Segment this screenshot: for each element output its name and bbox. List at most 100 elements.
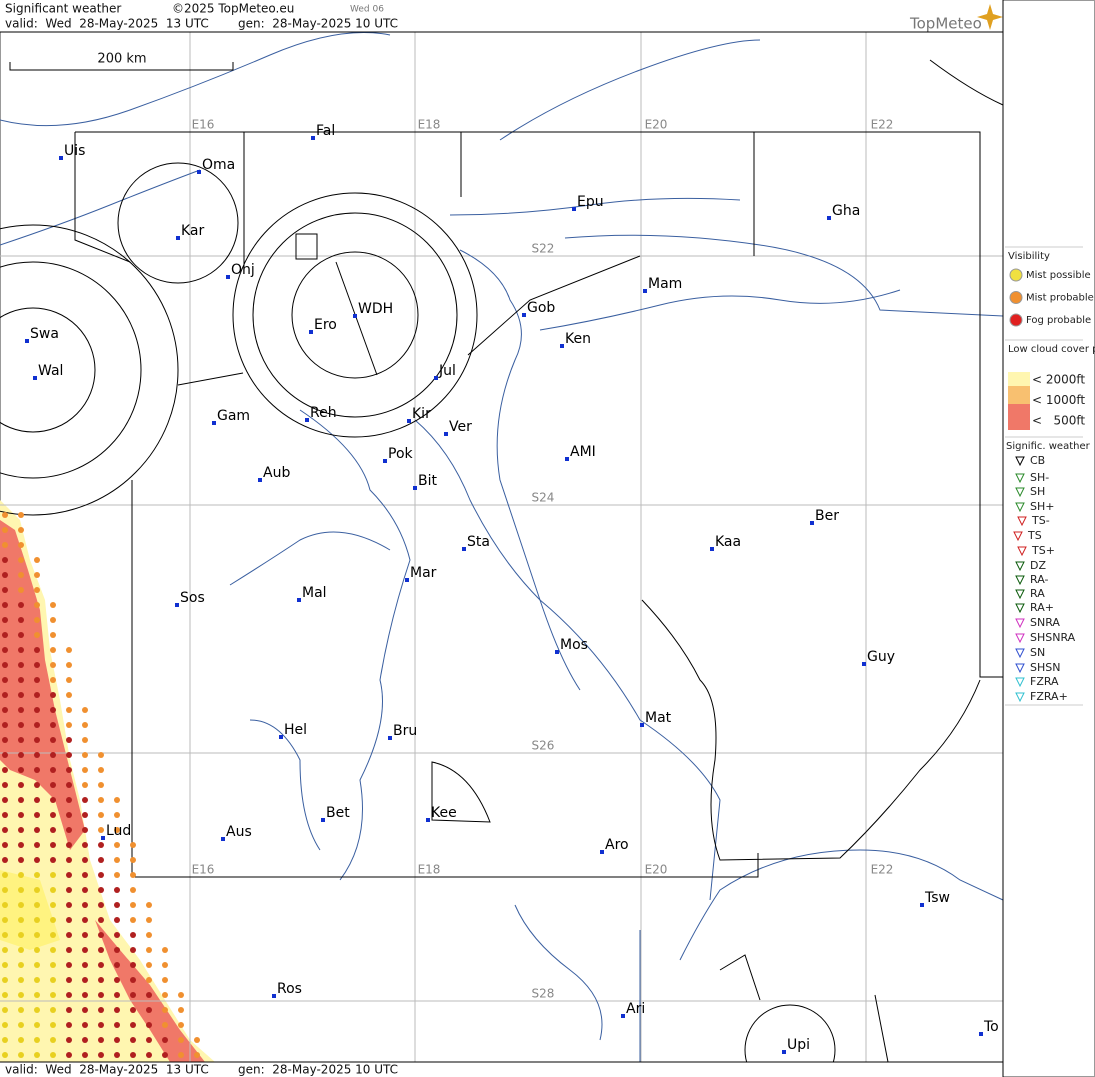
fog-dot (114, 947, 120, 953)
longitude-label: E16 (192, 863, 215, 877)
fog-dot (34, 947, 40, 953)
fog-dot (2, 617, 8, 623)
place-marker (434, 376, 438, 380)
place-label: WDH (358, 301, 393, 317)
cloud-swatch (1008, 404, 1030, 430)
legend-visibility-title: Visibility (1008, 251, 1050, 262)
fog-dot (66, 797, 72, 803)
visibility-symbol (1009, 268, 1023, 282)
place-marker (621, 1014, 625, 1018)
fog-dot (82, 962, 88, 968)
place-label: Ken (565, 331, 591, 347)
fog-dot (2, 647, 8, 653)
fog-dot (18, 962, 24, 968)
place-label: Lud (106, 823, 131, 839)
longitude-label: E20 (645, 863, 668, 877)
fog-dot (178, 1037, 184, 1043)
fog-dot (130, 857, 136, 863)
fog-dot (82, 1007, 88, 1013)
fog-dot (130, 902, 136, 908)
fog-dot (34, 1037, 40, 1043)
place-marker (175, 603, 179, 607)
legend-label: SN (1030, 646, 1045, 659)
fog-dot (2, 887, 8, 893)
fog-dot (2, 512, 8, 518)
weather-symbol (1015, 473, 1025, 484)
place-marker (221, 837, 225, 841)
fog-dot (146, 992, 152, 998)
place-marker (810, 521, 814, 525)
fog-dot (18, 692, 24, 698)
fog-dot (50, 1007, 56, 1013)
fog-dot (98, 1052, 104, 1058)
fog-dot (2, 557, 8, 563)
fog-dot (18, 992, 24, 998)
fog-dot (2, 962, 8, 968)
weather-symbol (1017, 546, 1027, 557)
fog-dot (2, 767, 8, 773)
fog-dot (98, 842, 104, 848)
legend-label: SHSNRA (1030, 631, 1076, 644)
fog-dot (2, 602, 8, 608)
fog-dot (50, 677, 56, 683)
fog-dot (50, 947, 56, 953)
fog-dot (66, 977, 72, 983)
fog-dot (2, 662, 8, 668)
fog-dot (2, 677, 8, 683)
fog-dot (50, 962, 56, 968)
fog-dot (18, 1037, 24, 1043)
fog-dot (130, 1052, 136, 1058)
fog-dot (18, 767, 24, 773)
latitude-label: S28 (532, 987, 555, 1001)
fog-dot (98, 962, 104, 968)
place-marker (407, 419, 411, 423)
place-label: Gob (527, 300, 555, 316)
fog-dot (82, 1022, 88, 1028)
fog-dot (2, 827, 8, 833)
fog-dot (18, 737, 24, 743)
place-marker (462, 547, 466, 551)
place-label: Wal (38, 363, 63, 379)
fog-dot (98, 767, 104, 773)
fog-dot (34, 872, 40, 878)
fog-dot (34, 737, 40, 743)
fog-dot (2, 1022, 8, 1028)
fog-dot (2, 977, 8, 983)
place-marker (920, 903, 924, 907)
visibility-symbol (1009, 313, 1023, 327)
fog-dot (66, 677, 72, 683)
place-label: Kar (181, 223, 205, 239)
fog-dot (50, 932, 56, 938)
weather-symbol (1015, 677, 1025, 688)
fog-dot (114, 1007, 120, 1013)
fog-dot (50, 917, 56, 923)
fog-dot (66, 1037, 72, 1043)
fog-dot (146, 977, 152, 983)
place-label: Mar (410, 565, 437, 581)
place-label: Pok (388, 446, 414, 462)
place-label: Gam (217, 408, 250, 424)
fog-dot (18, 722, 24, 728)
fog-dot (18, 752, 24, 758)
scale-label: 200 km (97, 52, 146, 67)
fog-dot (82, 707, 88, 713)
fog-dot (2, 752, 8, 758)
fog-dot (18, 902, 24, 908)
fog-dot (50, 827, 56, 833)
footer-gen: gen: 28-May-2025 10 UTC (238, 1063, 398, 1077)
fog-dot (146, 1007, 152, 1013)
low-cloud-zone (0, 870, 60, 950)
place-label: Onj (231, 262, 255, 278)
fog-dot (2, 902, 8, 908)
fog-dot (18, 512, 24, 518)
place-label: Uis (64, 143, 85, 159)
visibility-symbol (1009, 291, 1023, 304)
fog-dot (2, 587, 8, 593)
fog-dot (130, 887, 136, 893)
weather-symbol (1015, 575, 1025, 586)
place-marker (426, 818, 430, 822)
fog-dot (2, 947, 8, 953)
fog-dot (34, 617, 40, 623)
fog-dot (18, 857, 24, 863)
fog-dot (114, 827, 120, 833)
